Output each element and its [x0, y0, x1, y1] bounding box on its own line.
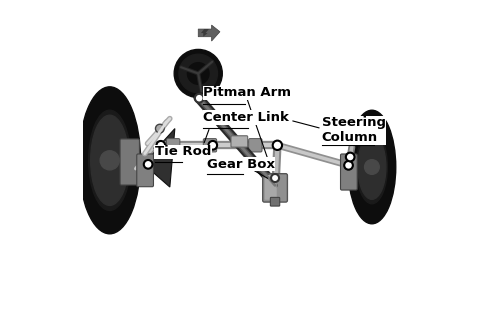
- FancyBboxPatch shape: [270, 197, 280, 206]
- Text: Gear Box: Gear Box: [206, 158, 274, 171]
- Polygon shape: [201, 29, 209, 37]
- Circle shape: [364, 160, 380, 174]
- Circle shape: [344, 161, 353, 170]
- Circle shape: [195, 94, 203, 103]
- Ellipse shape: [90, 115, 129, 205]
- Ellipse shape: [88, 110, 131, 210]
- FancyBboxPatch shape: [264, 175, 276, 200]
- Circle shape: [156, 141, 165, 150]
- Circle shape: [208, 141, 217, 150]
- FancyBboxPatch shape: [137, 154, 154, 187]
- Circle shape: [174, 49, 222, 98]
- Ellipse shape: [356, 130, 388, 204]
- Circle shape: [156, 124, 164, 133]
- FancyBboxPatch shape: [120, 139, 140, 185]
- Polygon shape: [143, 129, 175, 187]
- FancyBboxPatch shape: [166, 139, 180, 152]
- FancyBboxPatch shape: [231, 136, 248, 147]
- Text: Tie Rod: Tie Rod: [155, 146, 211, 158]
- Ellipse shape: [348, 110, 396, 224]
- Text: Pitman Arm: Pitman Arm: [203, 87, 291, 99]
- Circle shape: [272, 141, 282, 150]
- Text: Center Link: Center Link: [203, 111, 289, 124]
- FancyBboxPatch shape: [204, 139, 216, 152]
- Polygon shape: [198, 25, 220, 41]
- FancyBboxPatch shape: [340, 154, 357, 190]
- Circle shape: [346, 153, 354, 161]
- Circle shape: [100, 151, 119, 170]
- Text: Steering
Column: Steering Column: [322, 116, 386, 144]
- FancyBboxPatch shape: [248, 139, 262, 152]
- Circle shape: [271, 174, 279, 182]
- Circle shape: [179, 54, 218, 93]
- Ellipse shape: [358, 135, 386, 199]
- Circle shape: [188, 63, 209, 84]
- Circle shape: [144, 160, 152, 169]
- FancyBboxPatch shape: [262, 174, 287, 202]
- Ellipse shape: [79, 87, 140, 234]
